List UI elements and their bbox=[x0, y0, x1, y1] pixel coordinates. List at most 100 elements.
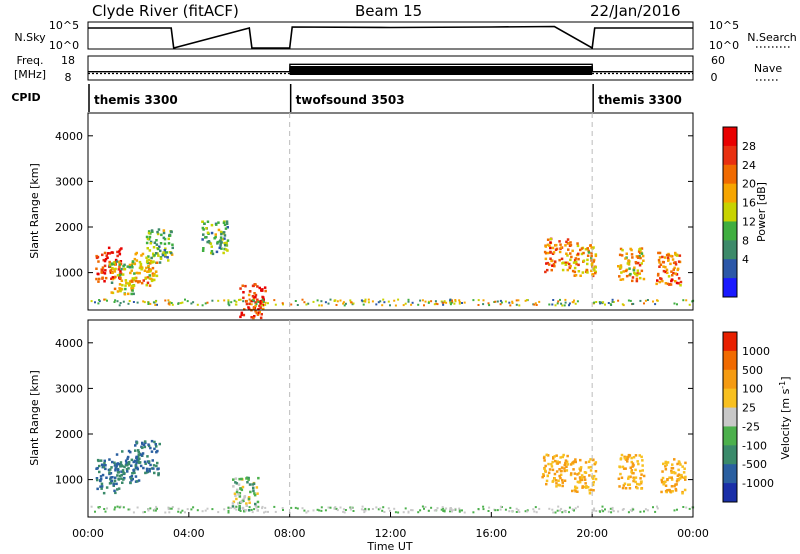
power-echo bbox=[622, 270, 625, 273]
velocity-echo bbox=[579, 469, 582, 472]
velocity-ground-echo bbox=[410, 509, 413, 512]
velocity-echo bbox=[231, 502, 235, 505]
velocity-ground-echo bbox=[494, 509, 497, 512]
power-echo bbox=[621, 278, 625, 281]
power-echo bbox=[140, 281, 144, 285]
power-echo bbox=[256, 313, 260, 316]
velocity-ground-echo bbox=[177, 510, 180, 513]
power-echo bbox=[155, 261, 159, 264]
velocity-echo bbox=[155, 464, 158, 468]
velocity-ground-echo bbox=[515, 511, 518, 513]
power-echo bbox=[670, 278, 674, 281]
power-echo bbox=[674, 263, 678, 266]
power-echo bbox=[114, 275, 117, 279]
velocity-ground-echo bbox=[436, 507, 439, 510]
power-echo bbox=[130, 292, 133, 296]
date-title: 22/Jan/2016 bbox=[590, 2, 681, 20]
velocity-echo bbox=[256, 500, 260, 504]
power-echo bbox=[262, 307, 265, 311]
velocity-echo bbox=[96, 487, 99, 491]
power-echo bbox=[164, 253, 167, 257]
velocity-echo bbox=[632, 476, 635, 479]
velocity-echo bbox=[108, 471, 111, 474]
power-echo bbox=[105, 254, 108, 257]
power-ground-echo bbox=[104, 298, 107, 301]
velocity-ground-echo bbox=[257, 505, 260, 508]
power-ground-echo bbox=[250, 303, 253, 306]
velocity-echo bbox=[112, 483, 115, 486]
power-echo bbox=[129, 271, 132, 275]
velocity-ground-echo bbox=[599, 510, 602, 513]
velocity-ground-echo bbox=[167, 508, 170, 511]
velocity-echo bbox=[683, 467, 686, 470]
power-colorbar-tick-label: 8 bbox=[742, 234, 749, 247]
velocity-echo bbox=[114, 476, 117, 479]
power-ground-echo bbox=[192, 301, 195, 304]
velocity-ground-echo bbox=[508, 510, 511, 513]
velocity-echo bbox=[636, 482, 639, 486]
velocity-echo bbox=[245, 504, 248, 507]
velocity-echo bbox=[677, 473, 681, 476]
velocity-echo bbox=[141, 442, 144, 446]
velocity-echo bbox=[252, 489, 255, 493]
power-ground-echo bbox=[153, 301, 156, 304]
velocity-echo bbox=[152, 464, 156, 467]
velocity-ground-echo bbox=[526, 510, 529, 513]
velocity-echo bbox=[550, 462, 553, 466]
velocity-echo bbox=[638, 454, 641, 457]
power-echo bbox=[668, 283, 671, 286]
power-echo bbox=[666, 271, 669, 275]
power-ground-echo bbox=[335, 304, 338, 306]
power-echo bbox=[546, 251, 550, 255]
power-echo bbox=[145, 241, 149, 245]
velocity-echo bbox=[545, 479, 549, 483]
velocity-ground-echo bbox=[607, 510, 610, 513]
power-ground-echo bbox=[404, 302, 407, 305]
velocity-echo bbox=[148, 470, 151, 473]
power-echo bbox=[170, 251, 173, 255]
power-echo bbox=[618, 253, 622, 257]
power-echo bbox=[113, 287, 117, 291]
velocity-echo bbox=[617, 477, 621, 480]
power-ground-echo bbox=[534, 302, 537, 305]
power-ground-echo bbox=[171, 303, 174, 306]
velocity-echo bbox=[631, 465, 634, 468]
velocity-echo bbox=[591, 477, 595, 480]
velocity-echo bbox=[589, 458, 592, 461]
velocity-echo bbox=[115, 465, 118, 468]
power-echo bbox=[262, 298, 265, 301]
velocity-colorbar-tick-label: -25 bbox=[742, 420, 760, 433]
velocity-echo bbox=[588, 489, 591, 492]
power-echo bbox=[219, 236, 223, 239]
velocity-ground-echo bbox=[499, 505, 502, 508]
power-ground-echo bbox=[282, 303, 284, 306]
power-echo bbox=[590, 251, 593, 255]
power-ground-echo bbox=[352, 302, 355, 305]
power-echo bbox=[201, 238, 204, 241]
power-echo bbox=[108, 260, 111, 264]
power-echo bbox=[594, 270, 597, 274]
velocity-ground-echo bbox=[136, 506, 139, 509]
velocity-ground-echo bbox=[397, 511, 400, 514]
velocity-echo bbox=[555, 482, 558, 485]
power-echo bbox=[138, 266, 142, 270]
power-ground-echo bbox=[538, 300, 541, 303]
velocity-echo bbox=[627, 477, 630, 480]
power-echo bbox=[130, 287, 133, 290]
velocity-ground-echo bbox=[517, 509, 520, 512]
velocity-echo bbox=[674, 489, 678, 492]
power-echo bbox=[631, 256, 634, 259]
velocity-colorbar-tick-label: -100 bbox=[742, 439, 767, 452]
power-ground-echo bbox=[417, 303, 420, 306]
power-echo bbox=[582, 251, 585, 255]
velocity-ground-echo bbox=[177, 507, 180, 510]
power-echo bbox=[619, 266, 622, 269]
velocity-ground-echo bbox=[154, 508, 157, 511]
power-ground-echo bbox=[367, 298, 370, 301]
power-echo bbox=[217, 221, 220, 224]
power-ground-echo bbox=[132, 301, 135, 303]
power-ground-echo bbox=[267, 302, 269, 305]
velocity-echo bbox=[117, 478, 121, 481]
velocity-echo bbox=[103, 459, 106, 463]
